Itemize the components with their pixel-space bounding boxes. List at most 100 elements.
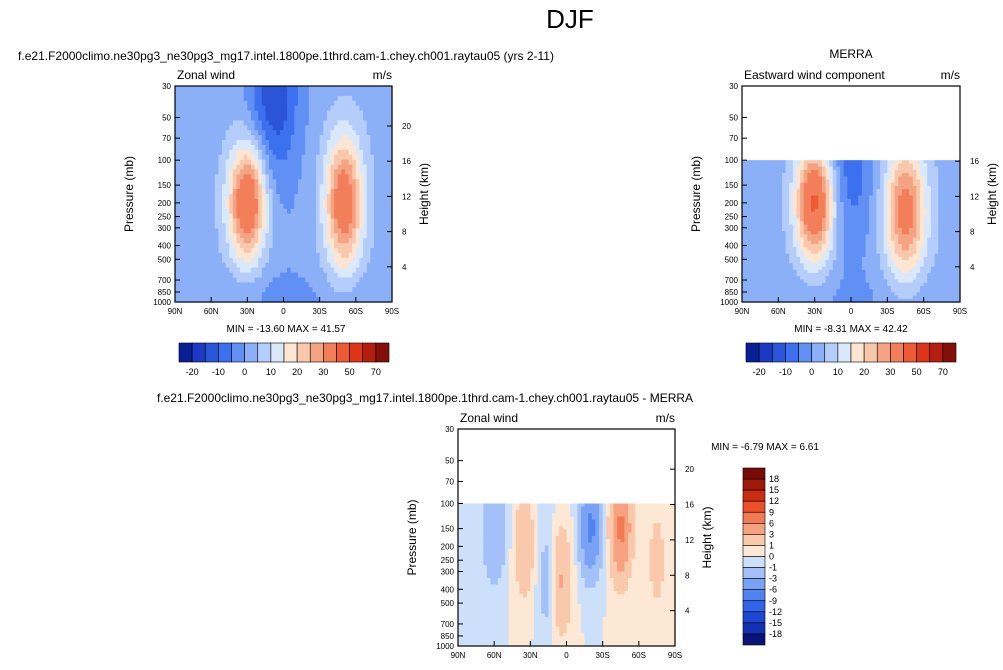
contour-cell (771, 240, 776, 245)
contour-cell (261, 174, 267, 180)
contour-cell (763, 272, 769, 277)
contour-cell (384, 252, 389, 259)
contour-cell (789, 269, 794, 274)
contour-cell (912, 250, 917, 255)
contour-cell (254, 95, 259, 102)
contour-cell (363, 130, 368, 136)
contour-cell (901, 250, 907, 255)
contour-cell (261, 115, 267, 121)
contour-cell (851, 298, 856, 303)
contour-cell (305, 130, 310, 136)
contour-cell (240, 297, 245, 303)
contour-cell (334, 297, 339, 303)
contour-cell (847, 282, 852, 287)
contour-cell (269, 154, 274, 161)
contour-cell (344, 154, 350, 161)
contour-cell (232, 125, 238, 131)
contour-cell (821, 166, 827, 171)
contour-cell (901, 256, 907, 261)
contour-cell (796, 208, 801, 213)
contour-cell (254, 203, 259, 210)
contour-cell (778, 179, 783, 184)
contour-cell (373, 110, 379, 117)
contour-cell (774, 269, 779, 274)
contour-cell (840, 202, 845, 206)
contour-cell (381, 198, 386, 205)
contour-cell (276, 203, 281, 210)
contour-cell (920, 237, 925, 242)
contour-cell (851, 169, 856, 174)
contour-cell (818, 282, 823, 287)
contour-cell (355, 223, 361, 229)
contour-cell (927, 160, 932, 164)
contour-cell (876, 295, 881, 300)
contour-cell (323, 189, 328, 195)
contour-cell (290, 110, 295, 117)
contour-cell (745, 227, 750, 232)
contour-cell (749, 173, 754, 177)
contour-cell (258, 120, 263, 126)
contour-cell (312, 223, 317, 229)
contour-cell (803, 237, 808, 242)
contour-cell (229, 140, 234, 146)
contour-cell (258, 243, 263, 249)
contour-cell (880, 240, 885, 245)
contour-cell (760, 263, 765, 268)
contour-cell (832, 185, 838, 190)
contour-cell (200, 105, 205, 112)
contour-cell (301, 218, 306, 225)
contour-cell (301, 198, 306, 205)
contour-cell (789, 160, 794, 164)
contour-cell (749, 266, 754, 271)
contour-cell (352, 120, 357, 126)
contour-cell (851, 160, 856, 164)
contour-cell (742, 211, 747, 216)
colorbar-box (362, 342, 377, 363)
contour-cell (821, 260, 827, 264)
contour-cell (760, 298, 765, 303)
contour-cell (916, 276, 921, 281)
contour-cell (796, 221, 801, 226)
contour-cell (218, 233, 223, 239)
contour-cell (359, 203, 364, 210)
contour-cell (178, 238, 183, 244)
contour-cell (250, 140, 256, 146)
contour-cell (334, 292, 339, 298)
contour-cell (894, 179, 899, 184)
contour-cell (752, 292, 758, 297)
contour-cell (211, 95, 216, 102)
contour-cell (232, 120, 238, 126)
contour-cell (222, 282, 227, 288)
contour-cell (236, 149, 241, 156)
contour-cell (330, 154, 335, 161)
contour-cell (185, 218, 191, 225)
contour-cell (283, 135, 288, 141)
contour-cell (825, 269, 830, 274)
contour-cell (872, 266, 878, 271)
contour-cell (887, 202, 892, 206)
contour-cell (196, 267, 201, 274)
contour-cell (189, 198, 194, 205)
x-tick-label: 0 (281, 307, 286, 316)
contour-cell (283, 233, 288, 239)
contour-cell (821, 250, 827, 255)
contour-cell (185, 297, 191, 303)
contour-cell (778, 211, 783, 216)
contour-cell (352, 130, 357, 136)
contour-cell (774, 224, 779, 229)
contour-cell (243, 208, 248, 215)
contour-cell (232, 154, 238, 161)
contour-cell (742, 166, 747, 171)
contour-cell (254, 140, 259, 146)
contour-cell (240, 115, 245, 121)
contour-cell (872, 240, 878, 245)
contour-cell (883, 224, 888, 229)
contour-cell (269, 184, 274, 190)
contour-cell (872, 169, 878, 174)
contour-cell (384, 228, 389, 234)
contour-cell (316, 169, 321, 175)
contour-cell (258, 272, 263, 279)
contour-cell (854, 169, 859, 174)
contour-cell (760, 256, 765, 261)
contour-cell (189, 174, 194, 180)
